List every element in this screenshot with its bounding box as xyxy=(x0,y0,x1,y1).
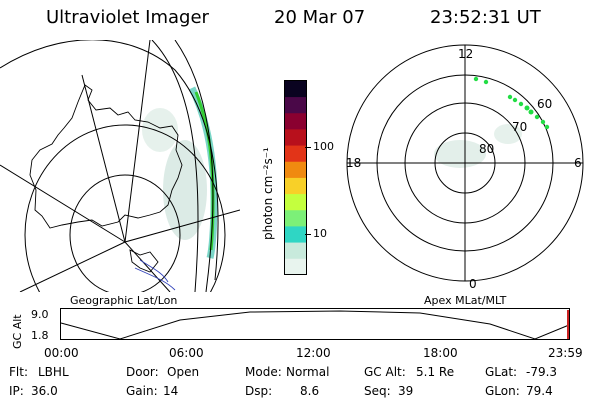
colorbar-swatch xyxy=(284,129,307,146)
colorbar-tick xyxy=(305,234,311,235)
time-tick-0000: 00:00 xyxy=(44,346,79,360)
mlat-label-60: 60 xyxy=(537,97,553,111)
status-ip-key: IP: xyxy=(9,384,24,398)
time-tick-1200: 12:00 xyxy=(296,346,331,360)
colorbar xyxy=(284,80,307,275)
observation-date: 20 Mar 07 xyxy=(274,7,366,28)
aurora-glow-patch xyxy=(142,108,178,152)
status-glon-value: 79.4 xyxy=(526,384,553,398)
colorbar-tick-100: 100 xyxy=(313,140,334,153)
status-glat-value: -79.3 xyxy=(526,365,558,379)
coastline xyxy=(29,84,183,229)
geo-panel-label: Geographic Lat/Lon xyxy=(70,294,178,307)
status-mode-key: Mode: xyxy=(245,365,282,379)
geographic-map xyxy=(0,40,240,292)
colorbar-swatch xyxy=(284,209,307,227)
colorbar-swatch xyxy=(284,193,307,211)
status-flt-value: LBHL xyxy=(38,365,69,379)
colorbar-tick-10: 10 xyxy=(313,227,327,240)
time-tick-0600: 06:00 xyxy=(169,346,204,360)
colorbar-swatch xyxy=(284,177,307,195)
auroral-oval-points xyxy=(473,76,550,130)
status-flt-key: Flt: xyxy=(9,365,28,379)
colorbar-swatch xyxy=(284,112,307,130)
colorbar-swatch xyxy=(284,96,307,114)
mlt-label-0: 0 xyxy=(469,277,477,291)
mlt-label-12: 12 xyxy=(458,47,474,61)
status-gcalt-value: 5.1 Re xyxy=(416,365,455,379)
colorbar-swatch xyxy=(284,161,307,178)
mlat-label-70: 70 xyxy=(512,120,528,134)
status-gain-key: Gain: xyxy=(126,384,158,398)
status-mode-value: Normal xyxy=(286,365,330,379)
colorbar-swatch xyxy=(284,145,307,162)
time-tick-2359: 23:59 xyxy=(548,346,583,360)
altitude-curve xyxy=(60,310,570,340)
mlt-label-18: 18 xyxy=(346,156,362,170)
colorbar-swatch xyxy=(284,80,307,98)
status-ip-value: 36.0 xyxy=(31,384,58,398)
mlat-label-80: 80 xyxy=(479,142,495,156)
status-seq-key: Seq: xyxy=(364,384,391,398)
observation-time: 23:52:31 UT xyxy=(430,7,541,28)
polar-glow-patch xyxy=(434,140,486,168)
status-gcalt-key: GC Alt: xyxy=(364,365,406,379)
colorbar-swatch xyxy=(284,258,307,275)
mlt-label-6: 6 xyxy=(574,156,582,170)
altitude-axis-label: GC Alt xyxy=(11,314,24,349)
status-door-value: Open xyxy=(167,365,200,379)
status-door-key: Door: xyxy=(126,365,159,379)
status-glat-key: GLat: xyxy=(485,365,518,379)
altitude-strip-plot xyxy=(60,308,570,340)
colorbar-swatch xyxy=(284,226,307,243)
colorbar-tick xyxy=(305,147,311,148)
colorbar-unit-label: photon cm⁻²s⁻¹ xyxy=(261,147,275,240)
time-tick-1800: 18:00 xyxy=(423,346,458,360)
status-seq-value: 39 xyxy=(398,384,414,398)
status-dsp-value: 8.6 xyxy=(300,384,320,398)
polar-panel-label: Apex MLat/MLT xyxy=(424,294,507,307)
polar-plot xyxy=(346,44,584,282)
colorbar-swatch xyxy=(284,242,307,259)
status-glon-key: GLon: xyxy=(485,384,520,398)
status-dsp-key: Dsp: xyxy=(245,384,273,398)
altitude-tick-min: 1.8 xyxy=(31,329,49,342)
altitude-tick-max: 9.0 xyxy=(31,308,49,321)
instrument-title: Ultraviolet Imager xyxy=(46,7,209,28)
status-gain-value: 14 xyxy=(163,384,179,398)
